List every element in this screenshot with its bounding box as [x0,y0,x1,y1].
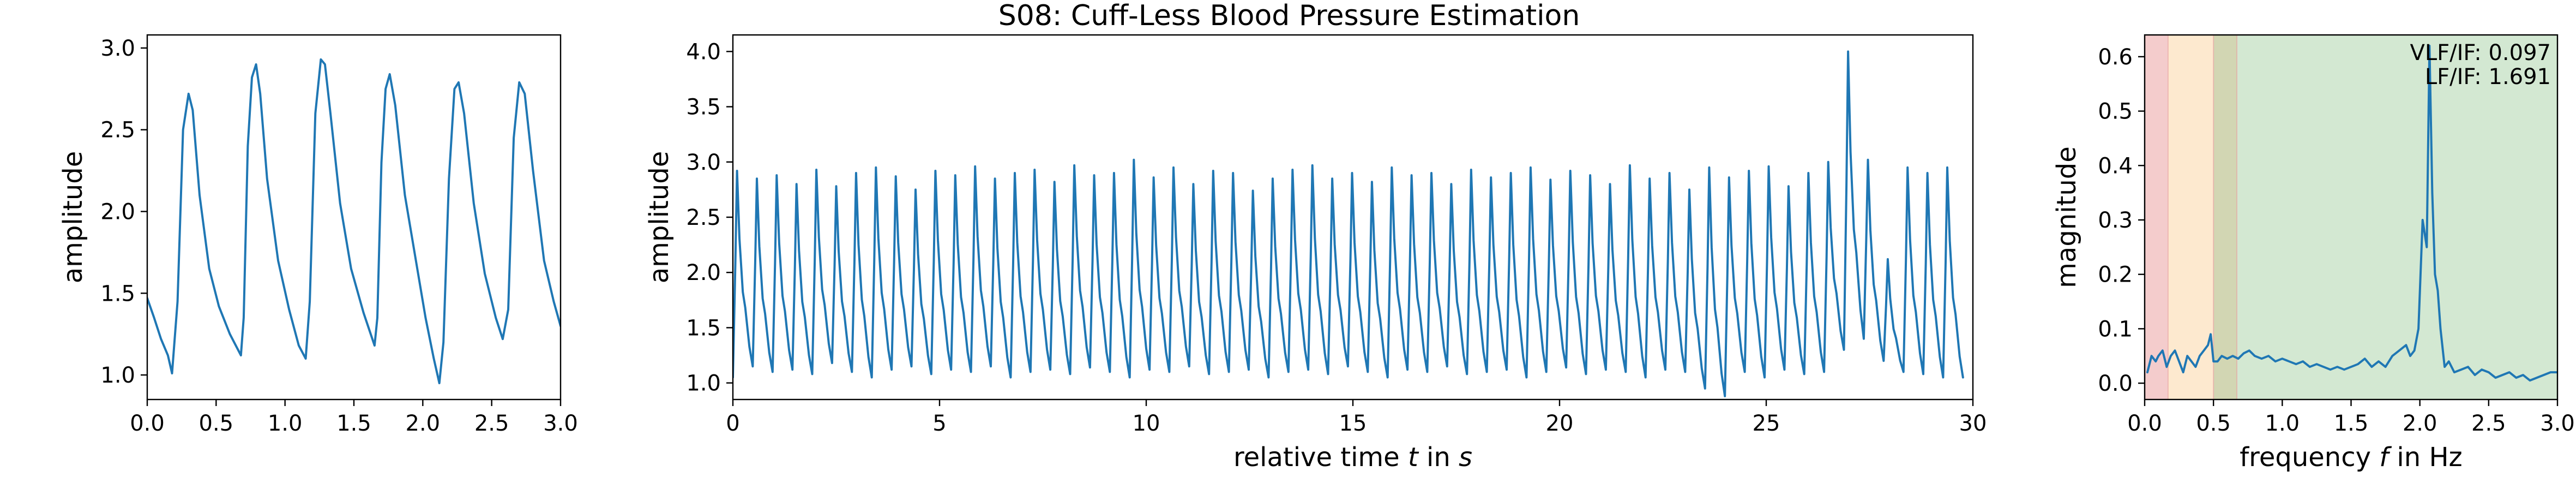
signal-line [733,50,1964,397]
x-tick-label: 1.0 [268,411,303,436]
y-tick-label: 0.4 [2098,153,2133,178]
y-tick-label: 2.5 [100,118,135,143]
x-tick-label: 3.0 [2540,411,2575,436]
plot-frame [2144,34,2559,401]
y-tick-label: 3.0 [686,150,721,175]
x-tick-label: 15 [1339,411,1367,436]
x-tick-label: 0.0 [2127,411,2162,436]
y-tick-label: 2.0 [100,200,135,225]
band-vlf [2145,35,2168,399]
y-axis-label: magnitude [2051,146,2082,288]
x-tick-label: 2.0 [2403,411,2437,436]
x-axis-label: frequency f in Hz [2240,442,2462,473]
plot-frame [732,34,1974,401]
signal-line [147,58,561,384]
y-tick-label: 3.5 [686,95,721,120]
y-tick-label: 1.0 [100,363,135,388]
y-tick-label: 1.0 [686,371,721,396]
x-tick-label: 2.5 [474,411,509,436]
y-tick-label: 2.0 [686,260,721,285]
x-tick-label: 1.5 [336,411,371,436]
y-tick-label: 0.2 [2098,263,2133,288]
x-tick-label: 0 [726,411,739,436]
x-tick-label: 0.0 [130,411,165,436]
x-tick-label: 25 [1753,411,1780,436]
middle-signal-panel: 0 5 10 15 20 25 30 1.0 1.5 2.0 2.5 3.0 3.5 4.0 amplitu… [644,34,1987,473]
y-tick-label: 1.5 [686,315,721,341]
plot-frame [146,34,562,401]
band-overlap [2213,35,2237,399]
x-tick-label: 30 [1959,411,1987,436]
x-axis-label: relative time t in s [1233,442,1472,473]
y-tick-label: 0.3 [2098,208,2133,233]
x-tick-label: 3.0 [543,411,578,436]
annotation-vlf-ratio: VLF/IF: 0.097 [2410,40,2551,65]
annotation-lf-ratio: LF/IF: 1.691 [2425,64,2551,90]
spectrum-line [2146,44,2557,382]
y-tick-label: 3.0 [100,36,135,61]
y-tick-label: 2.5 [686,205,721,230]
band-lf [2168,35,2214,399]
y-tick-label: 1.5 [100,281,135,306]
left-signal-panel: 0.0 0.5 1.0 1.5 2.0 2.5 3.0 1.0 1.5 2.0 2.5 3.0 ampl… [58,34,578,436]
chart-title: S08: Cuff-Less Blood Pressure Estimation [998,0,1580,32]
spectrum-panel: 0.0 0.5 1.0 1.5 2.0 2.5 3.0 0.0 0.1 0.2 0.3 0.4 0.5 0… [2051,34,2575,473]
y-tick-label: 0.5 [2098,99,2133,124]
x-tick-label: 1.5 [2334,411,2369,436]
x-tick-label: 0.5 [2196,411,2231,436]
x-tick-label: 5 [932,411,946,436]
band-hf [2237,35,2557,399]
y-tick-label: 0.1 [2098,317,2133,342]
y-axis-label: amplitude [58,151,88,284]
x-tick-label: 1.0 [2265,411,2300,436]
y-tick-label: 4.0 [686,39,721,64]
y-tick-label: 0.6 [2098,45,2133,70]
x-tick-label: 0.5 [199,411,234,436]
x-tick-label: 2.5 [2471,411,2506,436]
y-axis-label: amplitude [644,151,675,284]
x-tick-label: 2.0 [406,411,441,436]
x-tick-label: 20 [1546,411,1574,436]
y-tick-label: 0.0 [2098,371,2133,396]
x-tick-label: 10 [1133,411,1160,436]
